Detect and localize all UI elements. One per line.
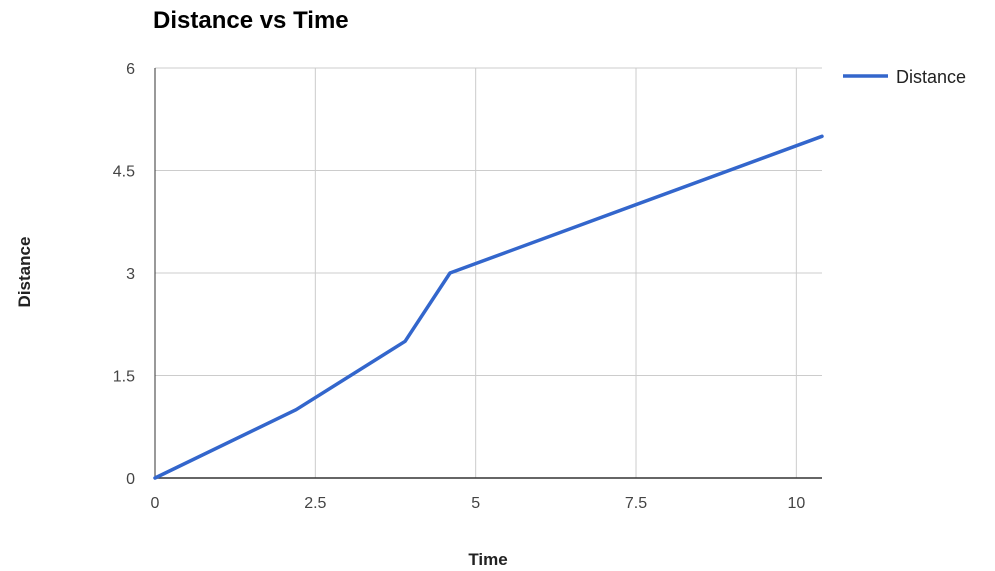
x-axis-title: Time <box>468 550 507 569</box>
series-layer <box>153 134 824 480</box>
y-tick-label: 0 <box>126 471 135 488</box>
legend: Distance <box>843 67 966 87</box>
x-tick-label: 2.5 <box>304 495 326 512</box>
y-tick-label: 1.5 <box>113 369 135 386</box>
y-tick-label: 4.5 <box>113 164 135 181</box>
x-tick-label: 7.5 <box>625 495 647 512</box>
chart-title: Distance vs Time <box>153 7 349 34</box>
axes <box>154 68 822 479</box>
series-line-distance <box>153 134 824 480</box>
y-tick-label: 3 <box>126 266 135 283</box>
y-axis-ticks: 0 1.5 3 4.5 6 <box>113 61 135 488</box>
x-axis-ticks: 0 2.5 5 7.5 10 <box>151 495 806 512</box>
x-tick-label: 5 <box>471 495 480 512</box>
x-tick-label: 10 <box>787 495 805 512</box>
legend-label-distance: Distance <box>896 67 966 87</box>
x-tick-label: 0 <box>151 495 160 512</box>
y-tick-label: 6 <box>126 61 135 78</box>
y-axis-title: Distance <box>15 237 34 308</box>
grid <box>155 67 822 478</box>
